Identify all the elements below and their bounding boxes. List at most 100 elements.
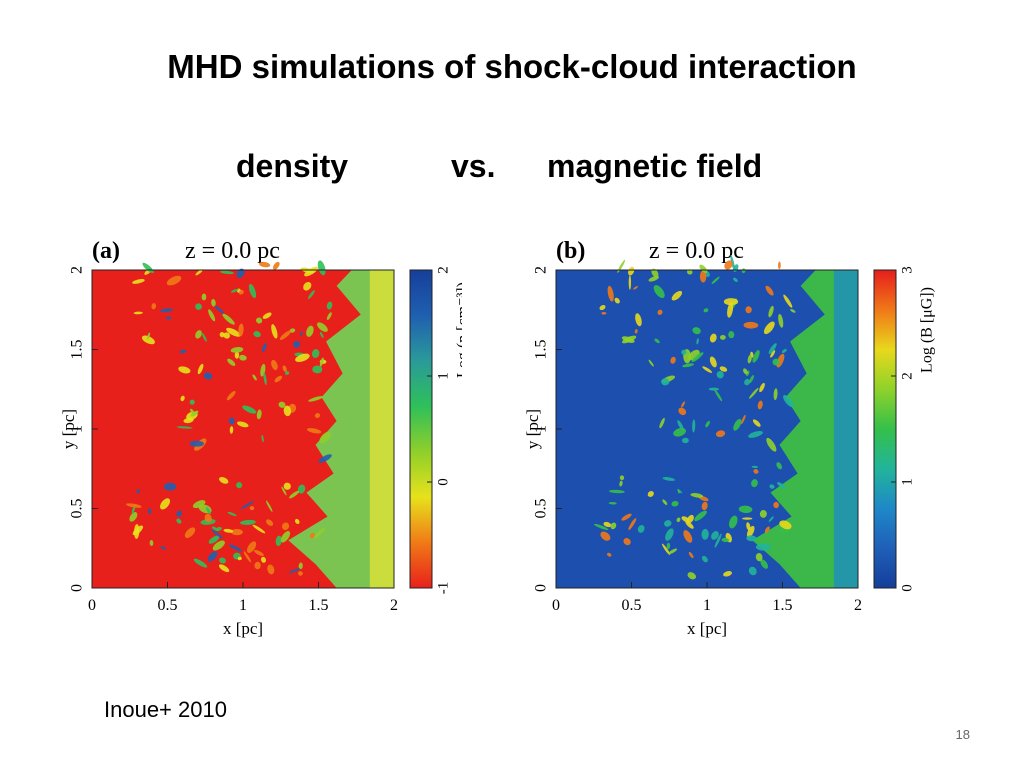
filament-blob: [261, 434, 264, 443]
filament-blob: [770, 350, 776, 358]
postshock-strip: [833, 270, 858, 588]
filament-blob: [601, 311, 607, 315]
filament-blob: [685, 520, 694, 529]
filament-blob: [748, 566, 757, 576]
filament-blob: [266, 519, 274, 526]
filament-blob: [238, 289, 244, 295]
filament-blob: [628, 275, 632, 290]
filament-blob: [242, 405, 257, 414]
filament-blob: [702, 366, 713, 373]
filament-blob: [733, 277, 738, 282]
x-axis-label: x [pc]: [687, 619, 727, 638]
filament-blob: [768, 343, 777, 354]
filament-blob: [621, 336, 635, 343]
filament-blob: [223, 332, 230, 339]
filament-blob: [603, 521, 612, 528]
filament-blob: [220, 270, 234, 275]
filament-blob: [160, 498, 171, 510]
filament-blob: [229, 426, 234, 434]
filament-blob: [715, 430, 726, 438]
filament-blob: [777, 482, 786, 489]
filament-blob: [278, 401, 286, 408]
filament-blob: [772, 358, 780, 366]
filament-blob: [212, 540, 225, 551]
y-tick-label: 0: [69, 584, 86, 592]
filament-blob: [193, 558, 208, 568]
panel-a-density: (a) z = 0.0 pc 0 0.5 1 1.5 2 0 0.5 1 1.5 2 x [pc] y […: [62, 225, 462, 645]
filament-blob: [621, 513, 632, 521]
filament-blob: [692, 327, 701, 335]
filament-blob: [256, 317, 263, 324]
filament-blob: [254, 561, 261, 570]
y-axis-label: y [pc]: [526, 409, 542, 449]
filament-blob: [752, 350, 760, 363]
filament-blob: [283, 482, 291, 490]
filament-blob: [195, 330, 202, 339]
filament-blob: [219, 332, 225, 338]
filament-blob: [628, 518, 637, 531]
filament-blob: [719, 366, 728, 372]
filament-blob: [281, 522, 290, 530]
filament-blob: [619, 480, 623, 487]
filament-blob: [298, 562, 303, 570]
filament-blob: [694, 510, 707, 522]
filament-blob: [749, 387, 759, 399]
filament-blob: [746, 522, 751, 531]
filament-blob: [211, 299, 216, 307]
filament-blob: [651, 268, 659, 278]
filament-blob: [319, 431, 331, 444]
filament-blob: [237, 421, 249, 428]
filament-blob: [319, 357, 324, 367]
filament-blob: [635, 313, 642, 327]
filament-blob: [240, 519, 256, 525]
filament-blob: [165, 316, 172, 320]
filament-blob: [311, 349, 320, 358]
filament-blob: [204, 513, 212, 523]
y-tick-label: 0.5: [533, 499, 550, 519]
colorbar-tick-label: 1: [899, 478, 915, 486]
filament-blob: [778, 313, 784, 328]
filament-blob: [773, 501, 779, 509]
filament-blob: [619, 475, 625, 481]
filament-blob: [230, 528, 243, 536]
filament-blob: [202, 332, 207, 342]
panel-label: (b): [556, 238, 585, 264]
filament-blob: [743, 321, 759, 329]
filament-blob: [654, 338, 660, 344]
magnetic-field-map-figure: (b) z = 0.0 pc 0 0.5 1 1.5 2 0 0.5 1 1.5 2 x [pc] y […: [526, 238, 936, 638]
filament-blob: [195, 269, 204, 276]
filament-blob: [256, 409, 262, 420]
filament-blob: [252, 374, 257, 381]
filament-blob: [275, 535, 282, 547]
filament-blob: [662, 477, 675, 481]
filament-blob: [727, 302, 734, 318]
filament-blob: [211, 529, 224, 539]
filament-blob: [274, 375, 283, 383]
filament-blob: [312, 365, 323, 374]
filament-blob: [678, 407, 687, 416]
y-tick-label: 0: [533, 584, 550, 592]
filament-blob: [653, 285, 665, 299]
filament-blob: [692, 419, 696, 433]
y-tick-label: 2: [533, 266, 550, 274]
filament-blob: [238, 323, 244, 337]
filament-blob: [719, 334, 726, 340]
panel-title: z = 0.0 pc: [185, 238, 280, 264]
filament-blob: [751, 465, 759, 469]
filament-blob: [227, 511, 237, 517]
filament-blob: [303, 281, 312, 291]
filament-blob: [298, 571, 303, 576]
filament-blob: [314, 413, 321, 418]
filament-blob: [326, 301, 333, 310]
filament-blob: [681, 437, 689, 444]
filament-blob: [779, 520, 792, 530]
filament-blob: [219, 557, 226, 564]
filament-blob: [648, 359, 654, 367]
filament-blob: [607, 285, 614, 302]
filament-blob: [197, 363, 204, 375]
filament-blob: [179, 349, 187, 354]
filament-blob: [280, 531, 291, 543]
filament-blob: [607, 552, 612, 557]
filament-blob: [283, 405, 292, 417]
filament-blob: [752, 419, 761, 427]
